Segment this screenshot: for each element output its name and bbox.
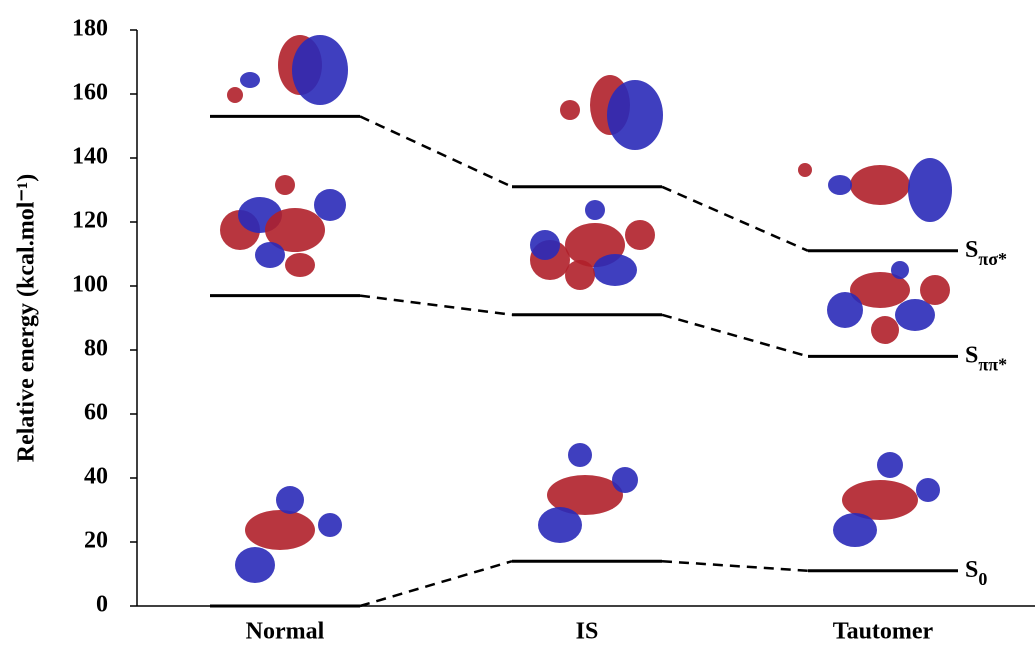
y-tick-label: 100 <box>72 272 108 298</box>
connector <box>360 296 512 315</box>
state-label: Sπσ* <box>965 236 1007 269</box>
y-tick-label: 80 <box>84 336 108 362</box>
page: Relative energy (kcal.mol⁻¹) 0 20 40 60 80 10… <box>0 0 1035 646</box>
connector <box>662 561 808 571</box>
state-label: Sππ* <box>965 342 1007 375</box>
x-tick-label: Tautomer <box>833 619 934 645</box>
chart: Relative energy (kcal.mol⁻¹) 0 20 40 60 80 10… <box>0 0 1035 646</box>
y-tick-label: 180 <box>72 16 108 42</box>
y-axis-label: Relative energy (kcal.mol⁻¹) <box>14 174 40 462</box>
x-tick-label: Normal <box>246 619 325 645</box>
y-tick-label: 60 <box>84 400 108 426</box>
x-tick-label: IS <box>576 619 599 645</box>
state-label: S0 <box>965 556 987 589</box>
y-tick-label: 0 <box>96 592 108 618</box>
connector <box>360 116 512 186</box>
y-tick-label: 160 <box>72 80 108 106</box>
connector <box>662 315 808 357</box>
connector <box>360 561 512 606</box>
y-tick-label: 20 <box>84 528 108 554</box>
y-tick-label: 140 <box>72 144 108 170</box>
y-tick-label: 120 <box>72 208 108 234</box>
y-tick-label: 40 <box>84 464 108 490</box>
connector <box>662 187 808 251</box>
